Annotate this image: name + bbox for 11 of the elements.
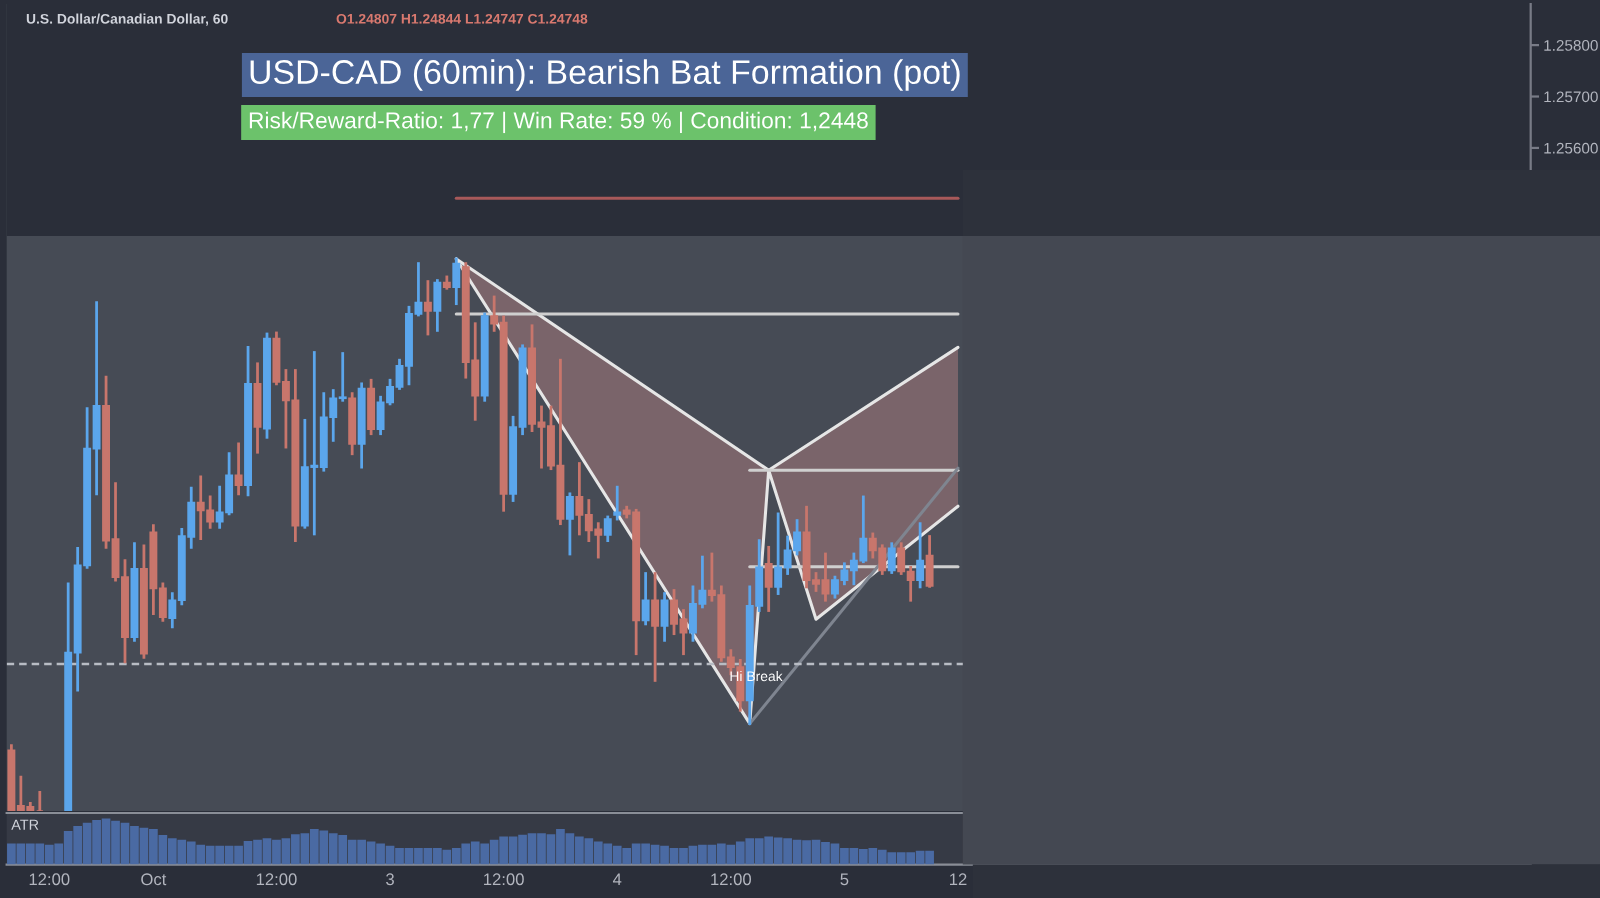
x-tick-label: 12	[950, 873, 967, 886]
x-tick-label: 12:00	[256, 873, 297, 886]
text: Risk/Reward-Ratio: 1,77 | Win Rate: 59 % | Condition: 1,2448	[249, 111, 868, 134]
x-tick-label: 5	[840, 873, 849, 886]
x-tick-label: 12:00	[29, 873, 70, 886]
x-tick-label: Oct	[141, 873, 167, 886]
x-tick-label: 3	[386, 873, 394, 886]
x-tick-label: 4	[612, 873, 622, 886]
x-tick-label: 12:00	[711, 873, 752, 886]
x-tick-label: 12:00	[484, 873, 524, 886]
text: USD-CAD (60min): Bearish Bat Formation (pot)	[250, 59, 960, 91]
